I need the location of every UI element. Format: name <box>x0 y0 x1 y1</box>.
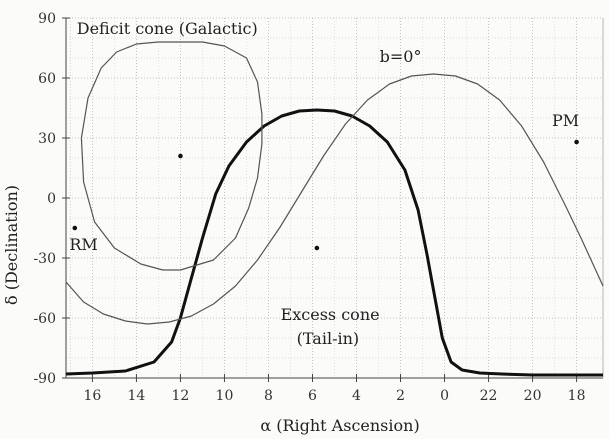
y-tick-label: 60 <box>38 71 56 87</box>
annotation: Excess cone <box>281 305 380 324</box>
x-tick-label: 2 <box>396 388 405 404</box>
series-galactic-plane <box>65 73 604 325</box>
x-tick-label: 12 <box>172 388 190 404</box>
x-tick-label: 4 <box>352 388 361 404</box>
chart-annotations: Deficit cone (Galactic) b=0° PM RM Excess co… <box>69 19 579 348</box>
series-layer <box>65 41 604 377</box>
annotation: PM <box>552 111 579 130</box>
x-tick-label: 18 <box>568 388 586 404</box>
series-deficit-cone <box>80 41 263 271</box>
x-tick-label: 0 <box>440 388 449 404</box>
annotation: b=0° <box>380 47 422 66</box>
x-tick-label: 22 <box>480 388 498 404</box>
x-tick-label: 8 <box>264 388 273 404</box>
y-tick-label: -60 <box>33 311 56 327</box>
deficit-cone-center <box>178 153 183 159</box>
x-tick-label: 16 <box>83 388 101 404</box>
y-tick-label: -90 <box>33 371 56 387</box>
annotation: Deficit cone (Galactic) <box>77 19 258 38</box>
x-tick-label: 14 <box>128 388 146 404</box>
y-tick-label: 30 <box>38 131 56 147</box>
annotation: RM <box>69 235 97 254</box>
pm-point <box>574 139 579 145</box>
x-tick-label: 20 <box>524 388 542 404</box>
plot-frame <box>62 17 604 382</box>
y-tick-label: -30 <box>33 251 56 267</box>
x-axis-label: α (Right Ascension) <box>260 416 419 435</box>
x-tick-label: 6 <box>308 388 317 404</box>
annotation: (Tail-in) <box>297 329 360 348</box>
x-tick-label: 10 <box>216 388 234 404</box>
marked-points <box>72 139 579 251</box>
y-axis-label: δ (Declination) <box>2 185 21 305</box>
rm-point <box>72 225 78 231</box>
excess-cone-center <box>314 245 320 251</box>
series-excess <box>65 108 603 377</box>
y-tick-label: 90 <box>38 11 56 27</box>
y-tick-label: 0 <box>47 191 56 207</box>
